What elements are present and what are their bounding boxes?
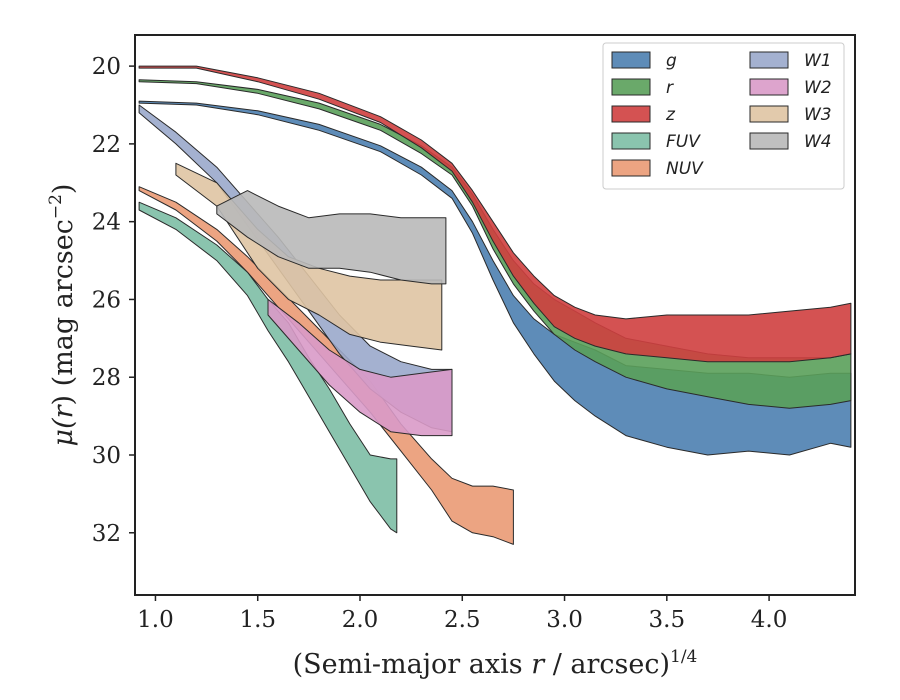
legend-label-w1: W1 bbox=[804, 51, 832, 71]
legend-label-r: r bbox=[666, 78, 674, 98]
x-tick-label: 4.0 bbox=[751, 607, 788, 633]
legend: grz FUV NUV W1 W2 W3 W4 bbox=[602, 42, 845, 190]
band-w2 bbox=[267, 298, 453, 437]
legend-swatch-w4 bbox=[749, 132, 789, 150]
legend-swatch-nuv bbox=[611, 159, 651, 177]
legend-swatch-w2 bbox=[749, 78, 789, 96]
legend-swatch-g bbox=[611, 51, 651, 69]
legend-swatch-r bbox=[611, 78, 651, 96]
y-tick-label: 30 bbox=[92, 443, 121, 469]
band-nuv bbox=[138, 186, 514, 545]
x-tick-label: 1.0 bbox=[137, 607, 174, 633]
legend-swatch-fuv bbox=[611, 132, 651, 150]
legend-label-w4: W4 bbox=[804, 132, 832, 152]
legend-label-w3: W3 bbox=[804, 105, 832, 125]
series-bands bbox=[138, 65, 852, 545]
x-tick-label: 1.5 bbox=[239, 607, 276, 633]
band-w4 bbox=[216, 190, 447, 285]
legend-swatch-z bbox=[611, 105, 651, 123]
y-axis-ticks: 20 22 24 26 28 30 32 bbox=[92, 54, 135, 547]
legend-swatch-w1 bbox=[749, 51, 789, 69]
x-tick-label: 3.5 bbox=[649, 607, 686, 633]
legend-label-fuv: FUV bbox=[666, 132, 701, 152]
legend-label-nuv: NUV bbox=[666, 159, 704, 179]
x-axis-ticks: 1.0 1.5 2.0 2.5 3.0 3.5 4.0 bbox=[137, 595, 787, 633]
y-axis-title: μ(r) (mag arcsec−2) bbox=[46, 184, 79, 447]
band-g bbox=[138, 100, 852, 456]
x-tick-label: 2.0 bbox=[342, 607, 379, 633]
x-axis-title: (Semi-major axis r / arcsec)1/4 bbox=[293, 647, 698, 680]
plot-frame bbox=[134, 34, 856, 596]
y-tick-label: 26 bbox=[92, 287, 121, 313]
band-z bbox=[138, 65, 852, 363]
legend-label-w2: W2 bbox=[804, 78, 832, 98]
x-tick-label: 3.0 bbox=[546, 607, 583, 633]
x-tick-label: 2.5 bbox=[444, 607, 481, 633]
legend-label-g: g bbox=[666, 51, 677, 71]
y-tick-label: 22 bbox=[92, 132, 121, 158]
legend-swatch-w3 bbox=[749, 105, 789, 123]
y-tick-label: 24 bbox=[92, 210, 121, 236]
y-tick-label: 20 bbox=[92, 54, 121, 80]
legend-label-z: z bbox=[665, 105, 676, 125]
y-tick-label: 32 bbox=[92, 521, 121, 547]
y-tick-label: 28 bbox=[92, 365, 121, 391]
